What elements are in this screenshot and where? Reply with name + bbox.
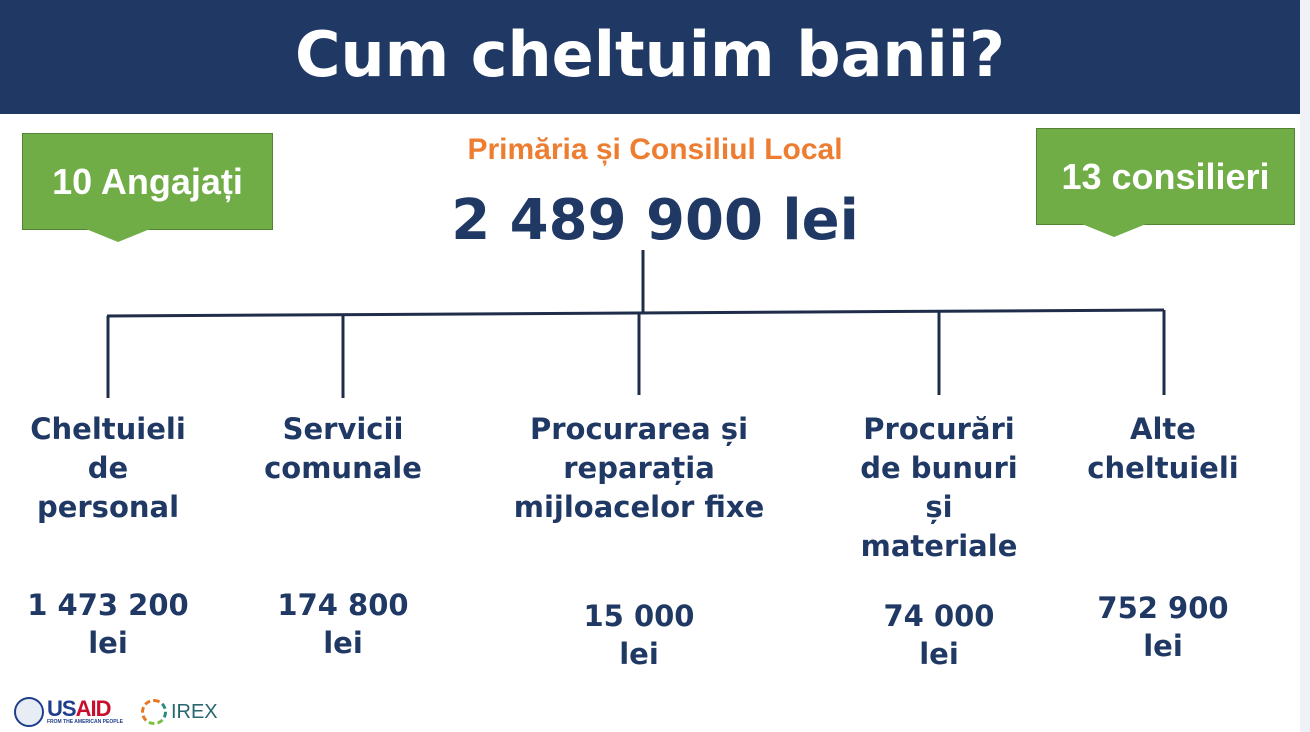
branch-label-line: Alte xyxy=(1130,412,1196,446)
branch-value-line: 74 000 xyxy=(883,599,995,633)
branch-value-line: 174 800 xyxy=(277,588,409,622)
branch-value-line: lei xyxy=(1143,629,1183,663)
branch-label-line: materiale xyxy=(860,529,1018,563)
branch-label: Servicii comunale xyxy=(213,410,473,488)
branch-label: Cheltuieli de personal xyxy=(0,410,238,527)
branch-value: 74 000 lei xyxy=(809,597,1069,673)
branch-label-line: și xyxy=(925,490,953,524)
branch-label-line: reparația xyxy=(563,451,715,485)
branch-label-line: Procurări xyxy=(863,412,1015,446)
branch-value-line: lei xyxy=(619,637,659,671)
logos: USAID FROM THE AMERICAN PEOPLE IREX xyxy=(14,697,218,727)
councillors-label: 13 consilieri xyxy=(1061,155,1270,197)
branch-label: Procurarea și reparația mijloacelor fixe xyxy=(509,410,769,527)
branch-label-line: de bunuri xyxy=(860,451,1018,485)
side-strip xyxy=(1300,0,1310,732)
usaid-logo: USAID FROM THE AMERICAN PEOPLE xyxy=(14,697,123,727)
branch-label-line: Cheltuieli xyxy=(30,412,186,446)
usaid-seal-icon xyxy=(14,697,44,727)
branch-value-line: 15 000 xyxy=(583,599,695,633)
branch-value-line: 752 900 xyxy=(1097,591,1229,625)
branch-label-line: Procurarea și xyxy=(529,412,749,446)
irex-mark-icon xyxy=(140,699,167,725)
branch-label: Alte cheltuieli xyxy=(1033,410,1293,488)
branch-value: 1 473 200 lei xyxy=(0,586,238,662)
header-bar xyxy=(0,0,1300,114)
branch-label-line: comunale xyxy=(264,451,422,485)
branch-value-line: lei xyxy=(88,626,128,660)
branch-value: 752 900 lei xyxy=(1033,589,1293,665)
root-total: 2 489 900 lei xyxy=(451,188,859,253)
branch-value: 174 800 lei xyxy=(213,586,473,662)
employees-label: 10 Angajați xyxy=(52,160,243,202)
irex-logo: IREX xyxy=(140,699,218,725)
branch-value-line: lei xyxy=(323,626,363,660)
employees-callout: 10 Angajați xyxy=(22,133,273,242)
branch-label-line: personal xyxy=(36,490,180,524)
slide-title: Cum cheltuim banii? xyxy=(294,18,1006,91)
branch-value: 15 000 lei xyxy=(509,597,769,673)
branch-label: Procurări de bunuri și materiale xyxy=(809,410,1069,566)
root-name: Primăria și Consiliul Local xyxy=(467,133,843,166)
branch-value-line: 1 473 200 xyxy=(27,588,189,622)
branch-label-line: de xyxy=(87,451,129,485)
councillors-callout: 13 consilieri xyxy=(1036,128,1295,237)
branch-label-line: Servicii xyxy=(282,412,404,446)
horizontal-connector xyxy=(106,308,1165,318)
branch-label-line: mijloacelor fixe xyxy=(513,490,765,524)
branch-label-line: cheltuieli xyxy=(1087,451,1239,485)
branch-value-line: lei xyxy=(919,637,959,671)
